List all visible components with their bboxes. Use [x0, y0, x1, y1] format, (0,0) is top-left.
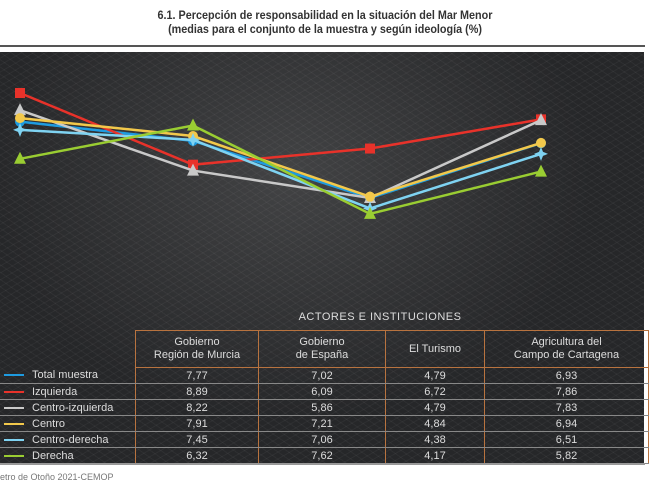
legend-swatch: [4, 422, 24, 425]
value-cell: 7,91: [135, 415, 259, 432]
corner-cell: [0, 331, 136, 368]
value-cell: 4,84: [385, 415, 485, 432]
column-header: Agricultura del Campo de Cartagena: [484, 330, 649, 368]
source-note: etro de Otoño 2021-CEMOP: [0, 472, 114, 482]
line-plot: [13, 88, 548, 219]
value-cell: 5,82: [484, 447, 649, 464]
series-line: [19, 108, 542, 200]
data-point: [14, 151, 26, 164]
series-name: Izquierda: [32, 385, 78, 398]
value-cell: 6,09: [258, 383, 386, 400]
legend-swatch: [4, 406, 24, 409]
x-axis-label: ACTORES E INSTITUCIONES: [298, 311, 462, 323]
value-cell: 7,06: [258, 431, 386, 448]
value-cell: 6,94: [484, 415, 649, 432]
series-line: [19, 128, 542, 210]
table-row: Total muestra 7,77 7,02 4,79 6,93: [0, 367, 649, 384]
table-row: Centro-izquierda 8,22 5,86 4,79 7,83: [0, 399, 649, 416]
data-point: [13, 122, 27, 137]
data-point: [364, 206, 376, 219]
value-cell: 4,38: [385, 431, 485, 448]
value-cell: 6,51: [484, 431, 649, 448]
legend-swatch: [4, 454, 24, 457]
table-row: Derecha 6,32 7,62 4,17 5,82: [0, 447, 649, 464]
value-cell: 7,02: [258, 367, 386, 384]
legend-swatch: [4, 438, 24, 441]
value-cell: 7,77: [135, 367, 259, 384]
data-point: [365, 143, 375, 154]
table-row: Izquierda 8,89 6,09 6,72 7,86: [0, 383, 649, 400]
series-name: Centro-derecha: [32, 433, 109, 446]
column-header-line: de España: [295, 349, 349, 361]
value-cell: 7,83: [484, 399, 649, 416]
series-line: [19, 124, 542, 216]
column-header: El Turismo: [385, 330, 485, 368]
series-line: [19, 116, 542, 198]
data-point: [536, 137, 546, 148]
data-point: [187, 118, 199, 131]
data-point: [187, 163, 199, 176]
legend-cell: Total muestra: [0, 367, 136, 384]
column-header-line: El Turismo: [409, 342, 461, 355]
data-point: [14, 103, 26, 116]
series-name: Derecha: [32, 449, 74, 462]
value-cell: 7,62: [258, 447, 386, 464]
title-line-2: (medias para el conjunto de la muestra y…: [168, 22, 482, 36]
value-cell: 7,86: [484, 383, 649, 400]
value-cell: 6,72: [385, 383, 485, 400]
data-table: Gobierno Región de Murcia Gobierno de Españ…: [0, 330, 649, 464]
column-header-line: Campo de Cartagena: [513, 349, 620, 361]
series-name: Centro-izquierda: [32, 401, 114, 414]
value-cell: 6,93: [484, 367, 649, 384]
legend-cell: Centro-derecha: [0, 431, 136, 448]
legend-swatch: [4, 390, 24, 393]
value-cell: 7,21: [258, 415, 386, 432]
chart-title: 6.1. Percepción de responsabilidad en la…: [33, 8, 618, 36]
value-cell: 4,17: [385, 447, 485, 464]
legend-cell: Derecha: [0, 447, 136, 464]
column-header: Gobierno Región de Murcia: [135, 330, 259, 368]
data-point: [15, 88, 25, 98]
bottom-rule: [0, 463, 645, 465]
value-cell: 8,89: [135, 383, 259, 400]
column-header-line: Región de Murcia: [153, 349, 241, 361]
legend-cell: Centro-izquierda: [0, 399, 136, 416]
table-row: Centro 7,91 7,21 4,84 6,94: [0, 415, 649, 432]
column-header-line: Agricultura del: [531, 336, 602, 348]
column-header-line: Gobierno: [299, 336, 345, 348]
column-header-line: Gobierno: [174, 336, 220, 348]
data-point: [535, 113, 547, 126]
legend-swatch: [4, 374, 24, 377]
series-name: Total muestra: [32, 369, 99, 382]
series-line: [19, 91, 542, 166]
data-point: [534, 146, 548, 161]
data-point: [15, 113, 25, 124]
title-line-1: 6.1. Percepción de responsabilidad en la…: [157, 8, 493, 22]
table-row: Centro-derecha 7,45 7,06 4,38 6,51: [0, 431, 649, 448]
data-point: [535, 164, 547, 177]
legend-cell: Izquierda: [0, 383, 136, 400]
data-point: [365, 191, 375, 202]
series-name: Centro: [32, 417, 66, 430]
value-cell: 5,86: [258, 399, 386, 416]
value-cell: 4,79: [385, 367, 485, 384]
legend-cell: Centro: [0, 415, 136, 432]
title-rule: [0, 45, 645, 47]
value-cell: 8,22: [135, 399, 259, 416]
value-cell: 7,45: [135, 431, 259, 448]
value-cell: 6,32: [135, 447, 259, 464]
data-point: [186, 132, 200, 147]
column-header: Gobierno de España: [258, 330, 386, 368]
value-cell: 4,79: [385, 399, 485, 416]
